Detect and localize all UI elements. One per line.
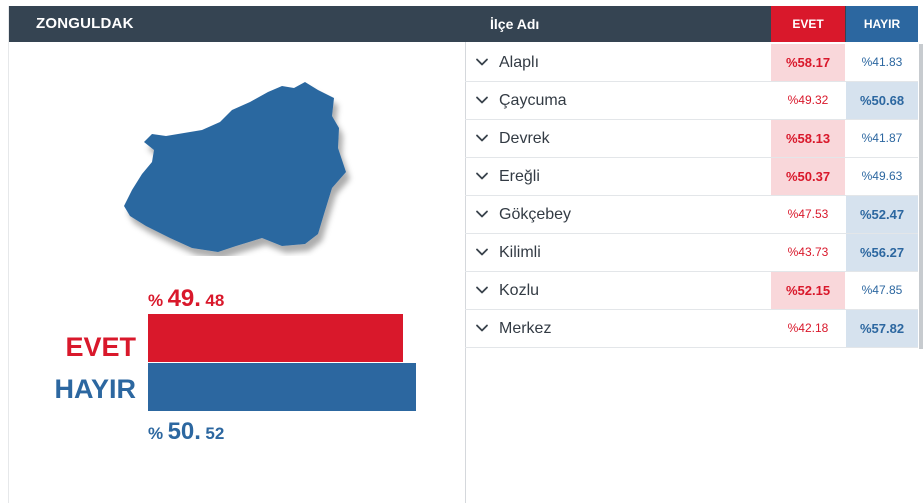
province-map bbox=[122, 76, 357, 256]
chevron-down-icon[interactable] bbox=[474, 282, 490, 298]
district-name-header: İlçe Adı bbox=[490, 16, 540, 32]
table-row[interactable]: Alaplı %58.17 %41.83 bbox=[465, 44, 918, 82]
evet-bar-label: EVET bbox=[65, 332, 136, 362]
table-scrollbar[interactable] bbox=[919, 44, 923, 349]
district-name: Gökçebey bbox=[499, 206, 572, 223]
hayir-column-header: HAYIR bbox=[846, 6, 918, 42]
hayir-value: %56.27 bbox=[846, 234, 918, 271]
district-name: Kozlu bbox=[499, 282, 540, 299]
district-table-header: İlçe Adı EVET HAYIR bbox=[465, 6, 918, 42]
hayir-value: %49.63 bbox=[861, 169, 903, 183]
evet-value: %58.17 bbox=[771, 44, 845, 81]
table-row[interactable]: Gökçebey %47.53 %52.47 bbox=[465, 196, 918, 234]
evet-value: %52.15 bbox=[771, 272, 845, 309]
evet-value: %49.32 bbox=[787, 93, 829, 107]
district-results-panel: İlçe Adı EVET HAYIR Alaplı %58.17 %41.83 Ça… bbox=[465, 6, 923, 503]
evet-value: %43.73 bbox=[787, 245, 829, 259]
evet-value: %50.37 bbox=[771, 158, 845, 195]
district-name: Ereğli bbox=[499, 168, 540, 185]
evet-percentage: % 49. 48 bbox=[148, 285, 224, 313]
district-name: Alaplı bbox=[499, 54, 540, 71]
chevron-down-icon[interactable] bbox=[474, 54, 490, 70]
evet-percent-sign: % bbox=[148, 291, 164, 310]
table-row[interactable]: Kozlu %52.15 %47.85 bbox=[465, 272, 918, 310]
evet-column-header: EVET bbox=[771, 6, 845, 42]
hayir-value: %47.85 bbox=[861, 283, 903, 297]
evet-bar bbox=[148, 314, 404, 362]
table-row[interactable]: Ereğli %50.37 %49.63 bbox=[465, 158, 918, 196]
hayir-value: %50.68 bbox=[846, 82, 918, 119]
evet-value: %47.53 bbox=[787, 207, 829, 221]
province-summary-panel: ZONGULDAK % 49. 48 EVET HAYIR % 50. 52 bbox=[8, 6, 466, 503]
hayir-percentage: % 50. 52 bbox=[148, 418, 224, 446]
hayir-value: %57.82 bbox=[846, 310, 918, 347]
evet-value: %58.13 bbox=[771, 120, 845, 157]
province-title: ZONGULDAK bbox=[9, 6, 465, 42]
hayir-percent-sign: % bbox=[148, 424, 164, 443]
hayir-bar-label: HAYIR bbox=[54, 374, 136, 404]
district-table-body: Alaplı %58.17 %41.83 Çaycuma %49.32 %50.68 Dev… bbox=[465, 44, 918, 348]
hayir-value: %52.47 bbox=[846, 196, 918, 233]
evet-value: %42.18 bbox=[787, 321, 829, 335]
chevron-down-icon[interactable] bbox=[474, 168, 490, 184]
table-row[interactable]: Kilimli %43.73 %56.27 bbox=[465, 234, 918, 272]
chevron-down-icon[interactable] bbox=[474, 92, 490, 108]
hayir-bar bbox=[148, 363, 416, 411]
hayir-percent-dec: 52 bbox=[205, 424, 225, 443]
evet-percent-int: 49. bbox=[167, 285, 201, 312]
chevron-down-icon[interactable] bbox=[474, 320, 490, 336]
province-map-shape bbox=[124, 82, 346, 252]
evet-percent-dec: 48 bbox=[205, 291, 225, 310]
table-row[interactable]: Merkez %42.18 %57.82 bbox=[465, 310, 918, 348]
hayir-value: %41.87 bbox=[861, 131, 903, 145]
chevron-down-icon[interactable] bbox=[474, 130, 490, 146]
district-name: Merkez bbox=[499, 320, 552, 337]
hayir-percent-int: 50. bbox=[167, 418, 201, 445]
district-name: Devrek bbox=[499, 130, 550, 147]
table-row[interactable]: Devrek %58.13 %41.87 bbox=[465, 120, 918, 158]
district-name: Kilimli bbox=[499, 244, 541, 261]
district-name: Çaycuma bbox=[499, 92, 567, 109]
hayir-value: %41.83 bbox=[861, 55, 903, 69]
chevron-down-icon[interactable] bbox=[474, 206, 490, 222]
table-row[interactable]: Çaycuma %49.32 %50.68 bbox=[465, 82, 918, 120]
chevron-down-icon[interactable] bbox=[474, 244, 490, 260]
